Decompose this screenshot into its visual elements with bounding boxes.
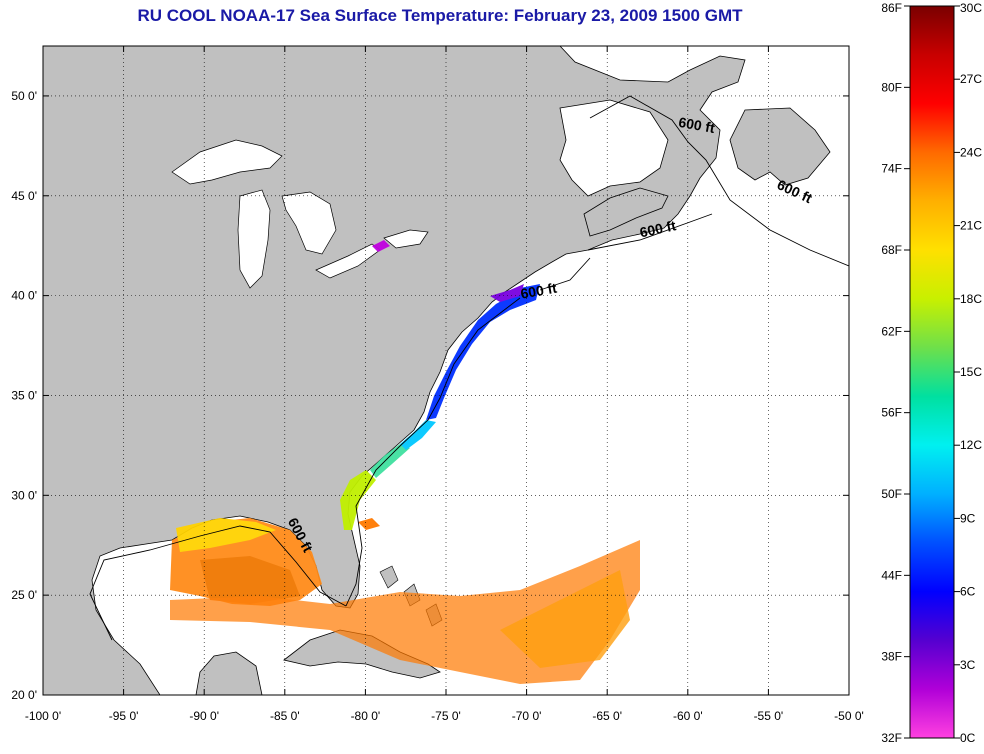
colorbar-f-label: 44F <box>881 568 902 582</box>
colorbar-f-label: 38F <box>881 650 902 664</box>
lon-tick-label: -95 0' <box>109 709 139 723</box>
colorbar-c-label: 9C <box>960 511 976 525</box>
colorbar-c-label: 24C <box>960 145 982 159</box>
lon-tick-label: -100 0' <box>25 709 61 723</box>
colorbar-c-label: 21C <box>960 219 982 233</box>
temperature-colorbar <box>909 5 955 739</box>
map-title: RU COOL NOAA-17 Sea Surface Temperature:… <box>137 6 743 25</box>
newfoundland-land <box>729 107 831 186</box>
colorbar-f-label: 62F <box>881 324 902 338</box>
isobath-label: 600 ft <box>638 217 677 240</box>
yucatan-land <box>195 651 263 695</box>
colorbar-f-label: 50F <box>881 487 902 501</box>
lon-tick-label: -80 0' <box>351 709 381 723</box>
colorbar-f-label: 74F <box>881 162 902 176</box>
colorbar-fahrenheit-labels: 86F 80F 74F 68F 62F 56F 50F 44F 38F 32F <box>881 1 910 745</box>
nova-scotia-land <box>583 187 669 237</box>
lon-tick-label: -90 0' <box>189 709 219 723</box>
isobath-600ft-line <box>89 95 849 641</box>
isobath-label: 600 ft <box>519 280 558 302</box>
isobath-label: 600 ft <box>677 114 716 136</box>
colorbar-c-label: 0C <box>960 731 976 745</box>
sst-data-overlay <box>170 240 640 684</box>
colorbar-c-label: 30C <box>960 1 982 15</box>
colorbar-c-label: 18C <box>960 292 982 306</box>
lat-tick-label: 45 0' <box>11 189 37 203</box>
colorbar-f-label: 86F <box>881 1 902 15</box>
lake-superior <box>171 139 283 185</box>
colorbar-f-label: 56F <box>881 406 902 420</box>
lake-ontario <box>383 229 429 249</box>
lat-tick-label: 35 0' <box>11 388 37 402</box>
lon-tick-label: -70 0' <box>512 709 542 723</box>
lon-tick-label: -75 0' <box>431 709 461 723</box>
colorbar-f-label: 68F <box>881 243 902 257</box>
colorbar-celsius-labels: 30C 27C 24C 21C 18C 15C 12C 9C 6C 3C 0C <box>954 1 982 745</box>
lat-tick-label: 50 0' <box>11 89 37 103</box>
colorbar-c-label: 12C <box>960 438 982 452</box>
lon-axis: -100 0' -95 0' -90 0' -85 0' -80 0' -75 0' -70… <box>25 46 864 723</box>
lat-tick-label: 20 0' <box>11 688 37 702</box>
north-america-land <box>43 46 746 695</box>
lon-tick-label: -50 0' <box>834 709 864 723</box>
colorbar-f-label: 80F <box>881 80 902 94</box>
colorbar-c-label: 27C <box>960 72 982 86</box>
lon-tick-label: -85 0' <box>270 709 300 723</box>
lat-tick-label: 40 0' <box>11 289 37 303</box>
lat-tick-label: 30 0' <box>11 488 37 502</box>
colorbar-c-label: 15C <box>960 365 982 379</box>
colorbar-f-label: 32F <box>881 731 902 745</box>
lon-tick-label: -60 0' <box>673 709 703 723</box>
lat-axis: 20 0' 25 0' 30 0' 35 0' 40 0' 45 0' 50 0' <box>11 89 849 702</box>
lat-tick-label: 25 0' <box>11 588 37 602</box>
gulf-of-st-lawrence <box>559 99 669 197</box>
lake-huron <box>281 191 337 255</box>
lake-michigan <box>237 189 271 289</box>
lon-tick-label: -55 0' <box>754 709 784 723</box>
lon-tick-label: -65 0' <box>592 709 622 723</box>
colorbar-c-label: 3C <box>960 658 976 672</box>
colorbar-c-label: 6C <box>960 585 976 599</box>
